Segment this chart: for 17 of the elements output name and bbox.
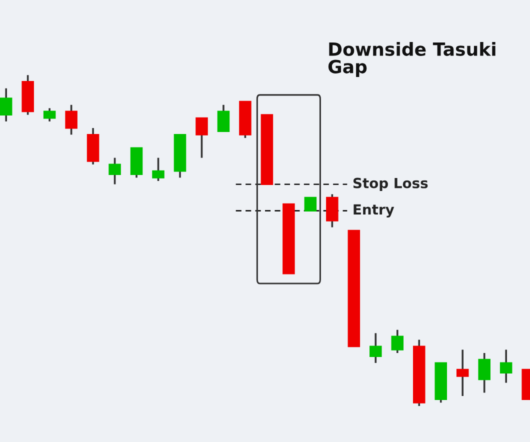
candlestick bbox=[43, 107, 56, 122]
candlestick bbox=[196, 117, 208, 159]
candlestick bbox=[500, 348, 512, 384]
ref-line-label: Entry bbox=[354, 204, 394, 218]
candlestick bbox=[304, 196, 317, 212]
candlestick bbox=[108, 156, 121, 186]
candlestick bbox=[478, 352, 490, 394]
candlestick bbox=[326, 193, 338, 228]
candlestick bbox=[391, 328, 404, 354]
candlestick bbox=[0, 87, 12, 122]
candlestick bbox=[65, 104, 78, 136]
candlestick bbox=[456, 348, 469, 397]
candlestick bbox=[217, 104, 230, 132]
annotation: Downside Tasuki Gap bbox=[328, 42, 496, 77]
candlestick bbox=[370, 332, 382, 364]
candlestick bbox=[152, 156, 164, 182]
ref-line-label: Stop Loss bbox=[353, 178, 428, 191]
